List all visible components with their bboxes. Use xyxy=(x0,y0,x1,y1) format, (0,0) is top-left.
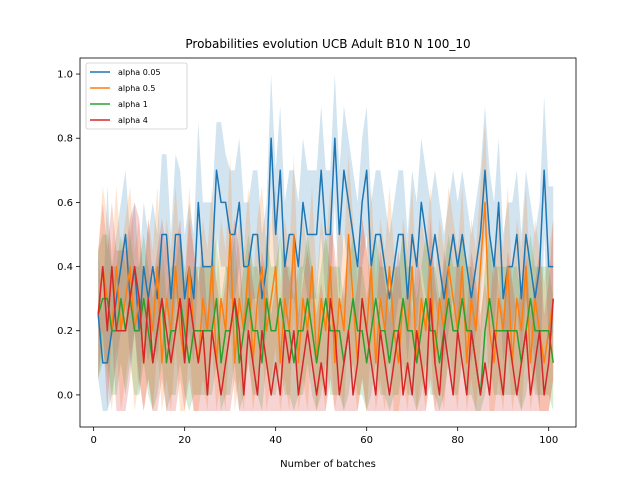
x-tick-label-2: 40 xyxy=(269,435,282,446)
x-tick-label-0: 0 xyxy=(90,435,96,446)
x-axis: 0 20 40 60 80 100 xyxy=(90,427,558,446)
legend: alpha 0.05 alpha 0.5 alpha 1 alpha 4 xyxy=(85,62,188,130)
legend-box xyxy=(85,62,188,130)
y-tick-label-0: 0.0 xyxy=(57,390,73,401)
y-tick-label-1: 0.2 xyxy=(57,326,73,337)
chart-title: Probabilities evolution UCB Adult B10 N … xyxy=(185,37,470,51)
y-tick-label-3: 0.6 xyxy=(57,198,73,209)
x-tick-label-1: 20 xyxy=(178,435,191,446)
x-axis-label: Number of batches xyxy=(280,459,376,470)
x-tick-label-4: 80 xyxy=(451,435,464,446)
y-tick-label-5: 1.0 xyxy=(57,70,73,81)
legend-label-3: alpha 4 xyxy=(118,116,148,125)
line-series-0 xyxy=(97,137,554,364)
line-series-1 xyxy=(97,201,554,364)
x-tick-label-3: 60 xyxy=(360,435,373,446)
y-tick-label-4: 0.8 xyxy=(57,134,73,145)
legend-label-0: alpha 0.05 xyxy=(118,68,161,77)
plot-area xyxy=(97,74,554,411)
x-tick-label-5: 100 xyxy=(539,435,558,446)
legend-label-1: alpha 0.5 xyxy=(118,84,155,93)
line-series-3 xyxy=(97,265,554,396)
legend-label-2: alpha 1 xyxy=(118,100,148,109)
y-tick-label-2: 0.4 xyxy=(57,262,73,273)
axes-frame xyxy=(79,57,577,428)
y-axis: 0.0 0.2 0.4 0.6 0.8 1.0 xyxy=(57,70,80,401)
